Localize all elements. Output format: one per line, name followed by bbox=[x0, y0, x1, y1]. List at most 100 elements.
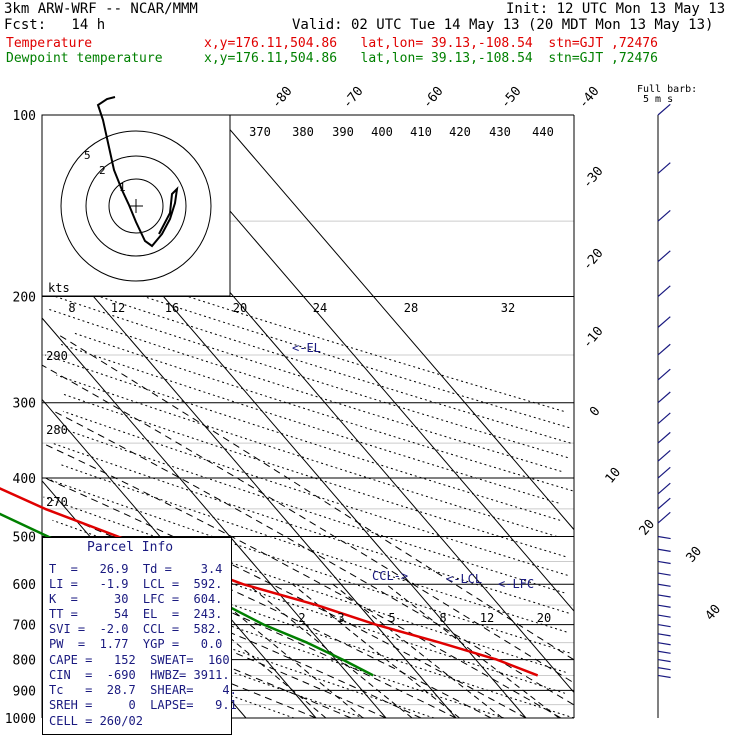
wind-barb bbox=[657, 368, 671, 381]
dry-adiabat bbox=[55, 296, 568, 459]
isotherm-label: -70 bbox=[340, 84, 367, 112]
moist-adiabat bbox=[55, 332, 574, 661]
dry-adiabat bbox=[59, 427, 565, 594]
wind-barb bbox=[657, 548, 671, 552]
dry-adiabat bbox=[61, 393, 566, 558]
wind-barb bbox=[657, 572, 671, 576]
wind-barb bbox=[657, 391, 671, 404]
parcel-level-marker: <-EL bbox=[292, 341, 321, 355]
theta-label: 370 bbox=[249, 125, 271, 139]
isotherm-line bbox=[41, 236, 457, 719]
theta-label: 290 bbox=[46, 349, 68, 363]
dry-adiabat bbox=[51, 442, 569, 614]
wind-barb bbox=[657, 431, 671, 444]
hodograph-ring bbox=[85, 155, 187, 257]
model-title: 3km ARW-WRF -- NCAR/MMM bbox=[4, 1, 198, 17]
pressure-tick-label: 700 bbox=[13, 619, 36, 634]
pressure-tick-label: 900 bbox=[13, 684, 36, 699]
moist-adiabat bbox=[41, 364, 572, 682]
wind-barb bbox=[657, 624, 671, 628]
parcel-info-row: CIN = -690 HWBZ= 3911. bbox=[49, 668, 230, 682]
dry-adiabat bbox=[43, 496, 566, 673]
wind-barb bbox=[657, 449, 671, 462]
moist-adiabat bbox=[53, 410, 574, 706]
parcel-info-row: PW = 1.77 YGP = 0.0 bbox=[49, 637, 223, 651]
parcel-info-row: SREH = 0 LAPSE= 9.1 bbox=[49, 698, 237, 712]
wind-barb bbox=[657, 250, 671, 263]
wind-barb bbox=[657, 412, 671, 425]
mixing-ratio-label: 20 bbox=[537, 611, 551, 625]
barb-scale-label: Full barb: 5 m s bbox=[637, 84, 698, 105]
isotherm-label: -40 bbox=[576, 84, 603, 112]
wind-barb bbox=[657, 103, 671, 116]
theta-label: 390 bbox=[332, 125, 354, 139]
isotherm-label: -60 bbox=[420, 84, 447, 112]
theta-label: 410 bbox=[410, 125, 432, 139]
wind-barb bbox=[657, 497, 671, 510]
isotherm-label: 20 bbox=[637, 517, 659, 539]
valid-time: Valid: 02 UTC Tue 14 May 13 (20 MDT Mon … bbox=[292, 17, 714, 33]
isotherm-label: -50 bbox=[498, 84, 525, 112]
hodograph-ring bbox=[60, 130, 212, 282]
mixing-ratio-label: 12 bbox=[480, 611, 494, 625]
parcel-level-marker: <-LCL bbox=[446, 572, 482, 586]
wind-barb bbox=[657, 210, 671, 222]
parcel-info-row: CELL = 260/02 bbox=[49, 714, 143, 728]
hodograph-speed-label: 20 bbox=[233, 301, 247, 315]
theta-label: 280 bbox=[46, 423, 68, 437]
hodograph-speed-label: 32 bbox=[501, 301, 515, 315]
theta-label: 440 bbox=[532, 125, 554, 139]
theta-label: 380 bbox=[292, 125, 314, 139]
parcel-info-row: SVI = -2.0 CCL = 582. bbox=[49, 622, 223, 636]
theta-label: 430 bbox=[489, 125, 511, 139]
hodograph-speed-label: 24 bbox=[313, 301, 327, 315]
parcel-info-row: TT = 54 EL = 243. bbox=[49, 607, 223, 621]
dry-adiabat bbox=[45, 354, 561, 521]
pressure-tick-label: 400 bbox=[13, 472, 36, 487]
pressure-tick-label: 300 bbox=[13, 397, 36, 412]
theta-label: 270 bbox=[46, 495, 68, 509]
wind-barb bbox=[657, 650, 671, 654]
isotherm-label: 0 bbox=[587, 404, 604, 420]
isotherm-label: -30 bbox=[580, 164, 607, 192]
wind-barb bbox=[657, 482, 671, 495]
mixing-ratio-label: 5 bbox=[388, 611, 395, 625]
pressure-tick-label: 500 bbox=[13, 530, 36, 545]
isotherm-label: -20 bbox=[580, 246, 607, 274]
legend-dewpoint-label: Dewpoint temperature bbox=[6, 51, 163, 66]
mixing-ratio-label: 8 bbox=[439, 611, 446, 625]
wind-barb bbox=[657, 466, 671, 479]
forecast-hour: Fcst: 14 h bbox=[4, 17, 106, 33]
moist-adiabat bbox=[47, 508, 492, 719]
wind-barb bbox=[657, 674, 671, 679]
hodograph-speed-label: 28 bbox=[404, 301, 418, 315]
isotherm-label: 10 bbox=[603, 465, 625, 487]
dry-adiabat bbox=[62, 410, 568, 576]
isotherm-label: 30 bbox=[684, 544, 706, 566]
parcel-level-marker: CCL-> bbox=[372, 569, 408, 583]
dry-adiabat bbox=[60, 343, 559, 504]
isotherm-label: 40 bbox=[703, 602, 725, 624]
parcel-info-row: LI = -1.9 LCL = 592. bbox=[49, 577, 223, 591]
moist-adiabat bbox=[42, 442, 562, 719]
dewpoint-trace bbox=[0, 512, 374, 677]
parcel-info-row: Tc = 28.7 SHEAR= 4. bbox=[49, 683, 237, 697]
wind-barb bbox=[657, 285, 671, 297]
dry-adiabat bbox=[60, 464, 567, 633]
wind-barb bbox=[657, 642, 671, 646]
wind-barb bbox=[657, 162, 671, 174]
parcel-info-title: Parcel Info bbox=[87, 540, 174, 555]
hodograph-height-mark: 1 bbox=[119, 181, 126, 194]
wind-barb bbox=[657, 667, 671, 671]
hodograph-height-mark: 5 bbox=[84, 149, 91, 162]
pressure-tick-label: 100 bbox=[13, 109, 36, 124]
dry-adiabat bbox=[58, 282, 571, 444]
hodograph-trace bbox=[96, 96, 179, 248]
wind-barb bbox=[657, 633, 671, 637]
mixing-ratio-line bbox=[247, 583, 413, 719]
theta-label: 420 bbox=[449, 125, 471, 139]
temperature-trace bbox=[0, 487, 539, 677]
isotherm-label: -80 bbox=[269, 84, 296, 112]
legend-dewpoint-location: x,y=176.11,504.86 lat,lon= 39.13,-108.54… bbox=[204, 51, 658, 66]
wind-barb bbox=[657, 614, 671, 618]
